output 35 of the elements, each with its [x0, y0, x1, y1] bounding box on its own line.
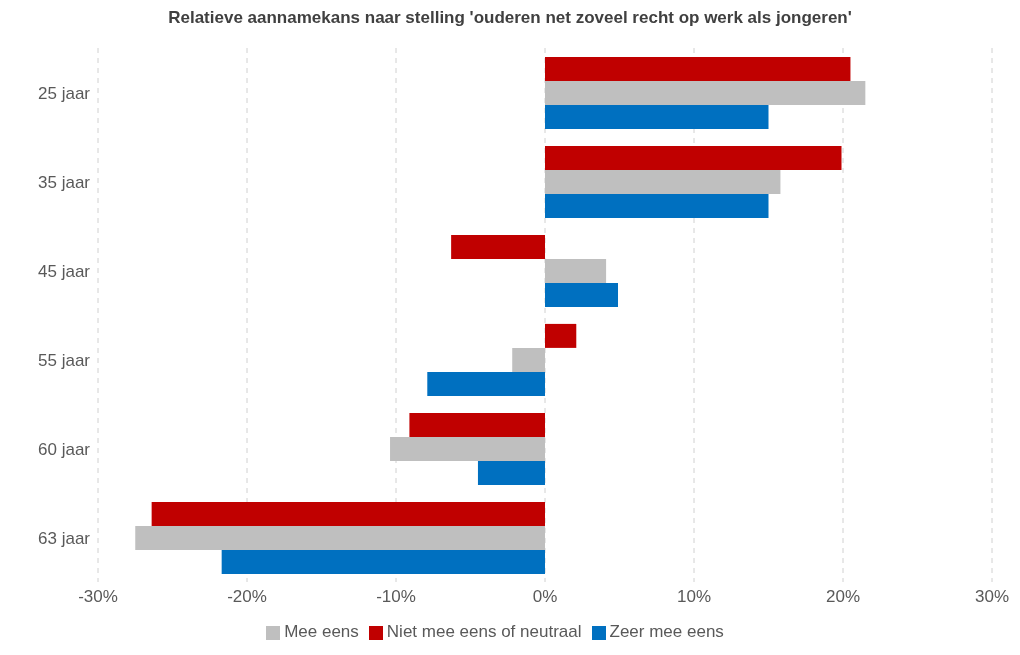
bar: [427, 371, 545, 396]
bar: [477, 460, 545, 485]
bar: [545, 282, 619, 307]
bar: [545, 258, 607, 283]
bar: [545, 104, 769, 129]
y-tick-label: 35 jaar: [38, 172, 91, 192]
x-tick-label: 10%: [676, 587, 712, 607]
legend-label: Mee eens: [284, 622, 359, 641]
legend-label: Niet mee eens of neutraal: [386, 622, 582, 641]
bar: [409, 412, 545, 437]
bar: [151, 501, 545, 526]
bar: [221, 549, 545, 574]
bar: [135, 525, 545, 550]
y-tick-label: 25 jaar: [38, 83, 91, 103]
bar: [545, 56, 851, 81]
bar: [545, 323, 577, 348]
y-tick-label: 60 jaar: [38, 439, 91, 459]
bar: [512, 347, 545, 372]
y-tick-label: 45 jaar: [38, 261, 91, 281]
chart-title: Relatieve aannamekans naar stelling 'ouderen net zoveel recht op werk als jongeren': [167, 8, 853, 29]
bar: [390, 436, 545, 461]
bar: [545, 145, 842, 170]
x-tick-label: -30%: [78, 587, 118, 607]
x-tick-label: 0%: [532, 587, 558, 607]
bar: [451, 234, 545, 259]
y-tick-label: 55 jaar: [38, 350, 91, 370]
x-tick-label: 20%: [825, 587, 861, 607]
x-tick-label: -10%: [376, 587, 416, 607]
bar: [545, 169, 781, 194]
y-tick-label: 63 jaar: [38, 528, 91, 548]
legend-label: Zeer mee eens: [609, 622, 724, 641]
x-tick-label: -20%: [227, 587, 267, 607]
x-tick-label: 30%: [974, 587, 1010, 607]
bar: [545, 80, 866, 105]
bar: [545, 193, 769, 218]
